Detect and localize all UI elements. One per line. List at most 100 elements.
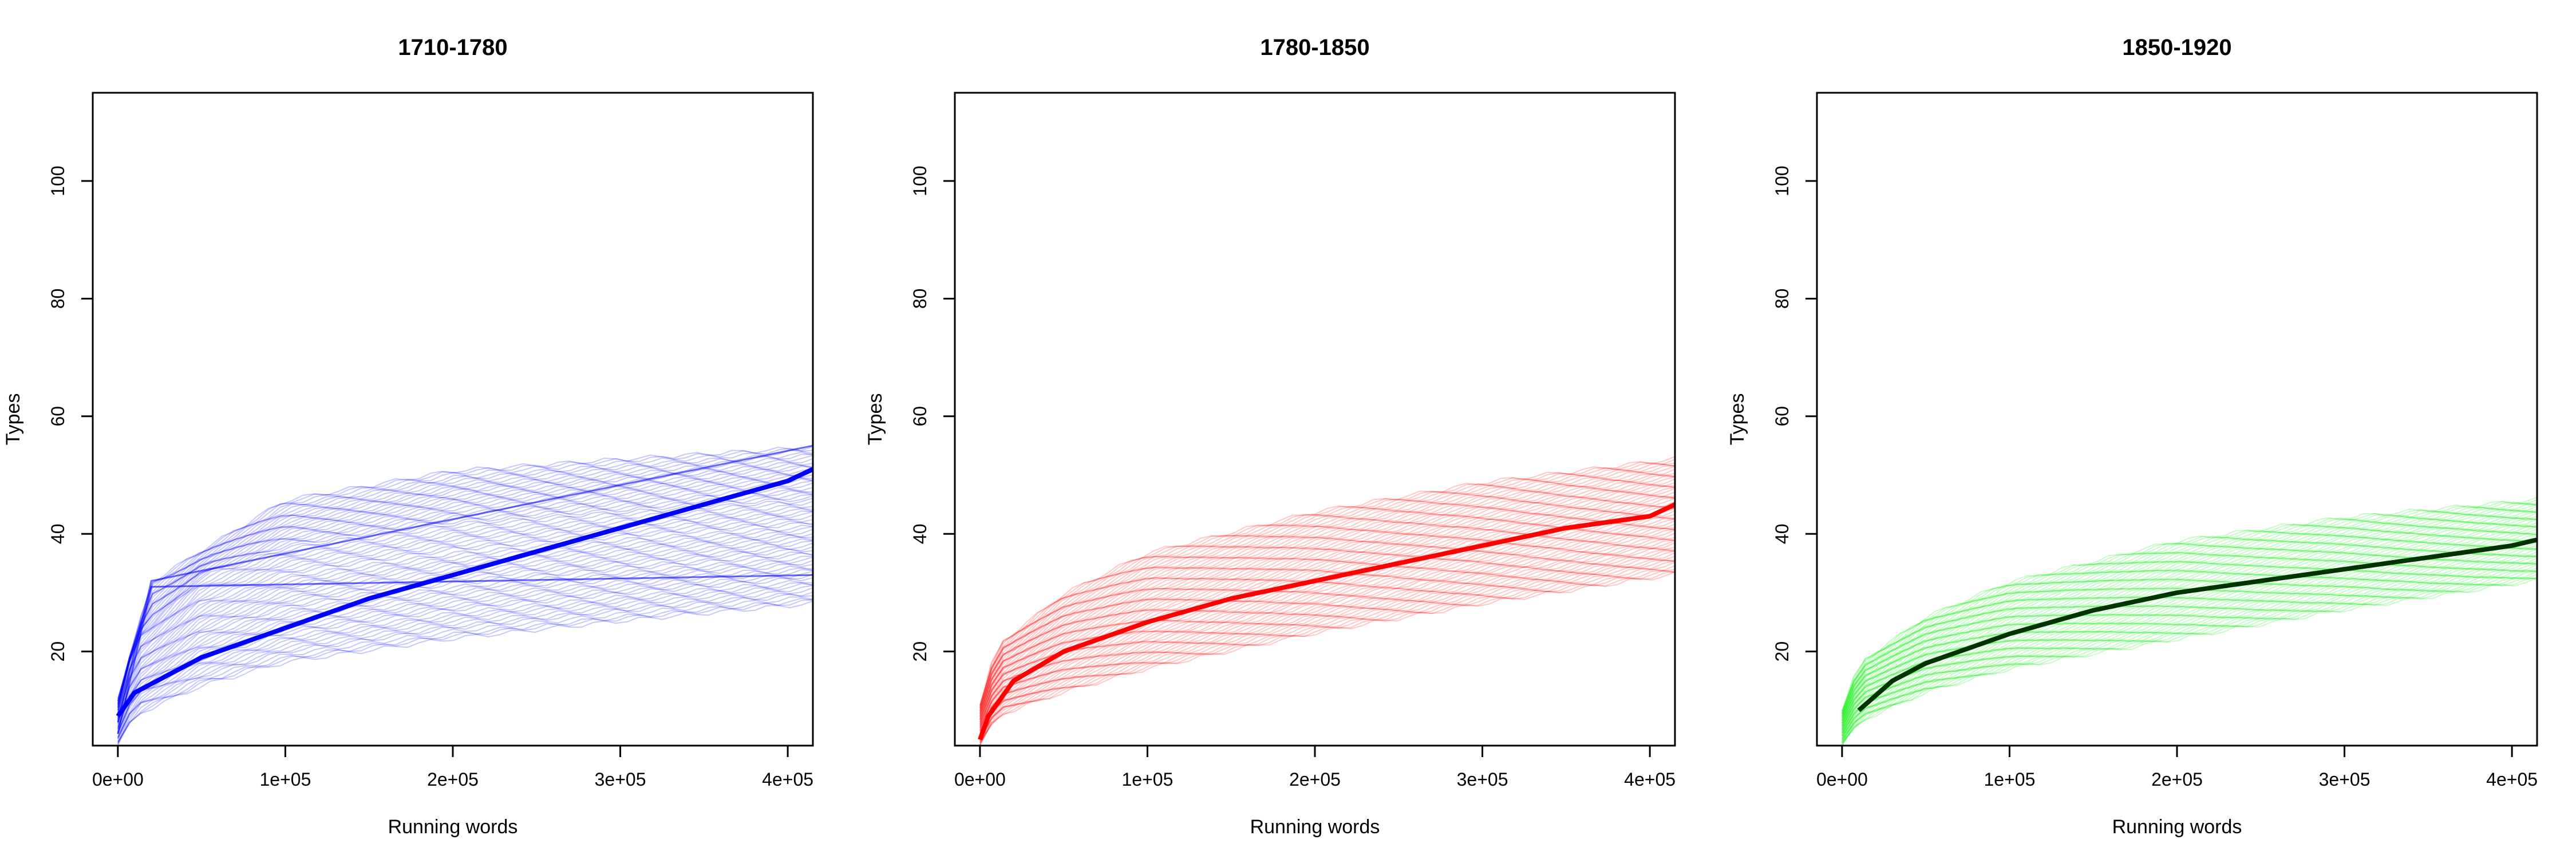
y-tick-label: 40 — [1772, 523, 1792, 544]
y-axis-label: Types — [2, 393, 24, 446]
simulation-line — [117, 446, 813, 702]
simulation-line — [117, 600, 813, 746]
y-tick-label: 100 — [1772, 166, 1792, 196]
simulation-line — [979, 463, 1675, 706]
simulation-line — [1841, 509, 2537, 716]
simulation-line — [1841, 512, 2537, 719]
simulation-line — [979, 571, 1675, 746]
simulation-line — [979, 485, 1675, 713]
simulation-line — [979, 497, 1675, 718]
simulation-line — [979, 485, 1675, 714]
y-tick-label: 80 — [910, 289, 930, 309]
simulation-line — [979, 510, 1675, 726]
simulation-line — [1842, 569, 2537, 742]
simulation-line — [117, 582, 813, 738]
simulation-line — [1842, 564, 2537, 741]
simulation-line — [1841, 503, 2537, 712]
simulation-line — [1841, 517, 2537, 720]
edge-line — [117, 444, 813, 723]
simulation-line — [979, 501, 1675, 723]
simulation-line — [117, 508, 813, 713]
simulation-line — [979, 565, 1675, 745]
simulation-line — [979, 571, 1675, 743]
simulation-line — [117, 487, 813, 711]
simulation-line — [979, 533, 1675, 734]
simulation-line — [1842, 577, 2537, 746]
simulation-line — [979, 560, 1675, 740]
simulation-line — [117, 451, 813, 699]
simulation-line — [117, 458, 813, 704]
chart-title: 1850-1920 — [2122, 35, 2231, 60]
simulation-line — [117, 467, 813, 704]
simulation-line — [979, 463, 1675, 707]
simulation-line — [979, 550, 1675, 735]
simulation-line — [117, 454, 813, 699]
x-axis-label: Running words — [1250, 816, 1380, 838]
simulation-line — [979, 466, 1675, 708]
simulation-line — [1841, 535, 2537, 729]
simulation-line — [1842, 571, 2537, 744]
simulation-line — [1842, 562, 2537, 737]
simulation-line — [979, 539, 1675, 732]
simulation-line — [979, 546, 1675, 738]
simulation-line — [1841, 517, 2537, 718]
simulation-line — [117, 599, 813, 743]
simulation-line — [979, 516, 1675, 726]
y-tick-label: 100 — [910, 166, 930, 196]
simulation-line — [117, 511, 813, 715]
simulation-line — [1842, 555, 2537, 735]
y-tick-label: 80 — [1772, 289, 1792, 309]
simulation-line — [1841, 503, 2537, 714]
simulation-line — [979, 570, 1675, 744]
y-tick-label: 60 — [1772, 406, 1792, 427]
simulation-line — [117, 490, 813, 709]
simulation-line — [1841, 502, 2537, 713]
simulation-line — [1841, 518, 2537, 721]
simulation-line — [979, 526, 1675, 731]
simulation-line — [1841, 526, 2537, 724]
x-tick-label: 4e+05 — [762, 769, 813, 790]
simulation-line — [979, 555, 1675, 742]
simulation-line — [117, 520, 813, 719]
simulation-line — [979, 472, 1675, 712]
simulation-line — [117, 525, 813, 718]
simulation-line — [1842, 547, 2537, 731]
x-axis-label: Running words — [388, 816, 518, 838]
simulation-line — [117, 477, 813, 706]
simulation-line — [1841, 509, 2537, 718]
simulation-line — [1841, 506, 2537, 716]
y-tick-label: 60 — [48, 406, 68, 427]
simulation-line — [979, 494, 1675, 720]
simulation-line — [1842, 577, 2537, 746]
simulation-line — [979, 570, 1675, 743]
simulation-line — [979, 484, 1675, 715]
simulation-line — [117, 537, 813, 723]
simulation-line — [1841, 538, 2537, 730]
simulation-line — [979, 561, 1675, 743]
simulation-line — [117, 504, 813, 715]
simulation-line — [979, 518, 1675, 726]
simulation-line — [979, 505, 1675, 723]
panel-1: 0e+00 1e+05 2e+05 3e+05 4e+05 20 40 60 80 100 1710… — [2, 35, 814, 838]
x-tick-label: 0e+00 — [92, 769, 144, 790]
simulation-line — [1842, 547, 2537, 731]
simulation-line — [979, 462, 1675, 708]
simulation-line — [1842, 577, 2537, 743]
simulation-line — [117, 450, 813, 700]
simulation-line — [117, 585, 813, 739]
y-axis-label: Types — [864, 393, 886, 446]
simulation-line — [1841, 524, 2537, 724]
chart-title: 1780-1850 — [1260, 35, 1369, 60]
simulation-line — [1841, 531, 2537, 727]
simulation-line — [1841, 533, 2537, 726]
simulation-line — [1841, 517, 2537, 718]
simulation-line — [979, 496, 1675, 718]
simulation-line — [117, 582, 813, 738]
x-tick-label: 1e+05 — [260, 769, 311, 790]
x-tick-label: 0e+00 — [1816, 769, 1868, 790]
simulation-line — [979, 498, 1675, 720]
simulation-line — [979, 549, 1675, 736]
simulation-line — [1842, 569, 2537, 740]
x-tick-label: 0e+00 — [954, 769, 1006, 790]
x-tick-label: 4e+05 — [1624, 769, 1676, 790]
